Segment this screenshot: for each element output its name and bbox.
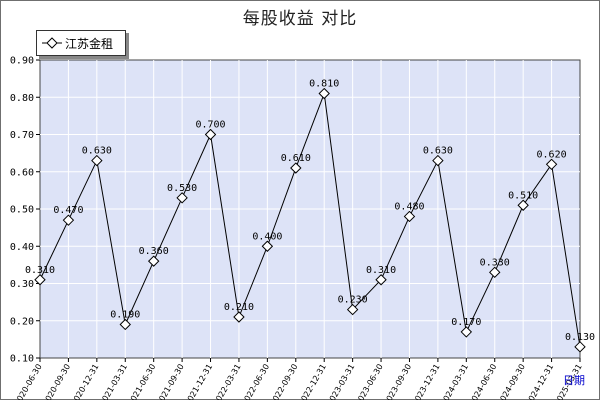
legend: 江苏金租 [36, 30, 126, 56]
data-point-marker [62, 214, 75, 226]
data-point-marker [574, 341, 586, 353]
data-point-marker [517, 199, 529, 211]
data-point-marker [91, 154, 103, 167]
data-point-marker [375, 274, 387, 286]
data-point-marker [34, 274, 46, 286]
chart-title: 每股收益 对比 [242, 9, 358, 29]
data-label: 0.190 [110, 309, 140, 320]
data-label: 0.230 [338, 295, 368, 306]
data-label: 0.470 [53, 205, 83, 216]
data-label: 0.330 [480, 257, 510, 268]
legend-label: 江苏金租 [65, 36, 114, 51]
x-tick-label: 2021-12-31 [183, 363, 214, 400]
y-tick-label: 0.70 [10, 130, 34, 141]
x-tick-label: 2020-09-30 [41, 363, 72, 400]
x-tick-label: 2020-12-31 [70, 363, 101, 400]
x-tick-label: 2021-03-31 [98, 363, 129, 400]
x-tick-label: 2024-03-31 [439, 363, 470, 400]
data-point-marker [119, 318, 131, 331]
data-label: 0.610 [281, 153, 311, 164]
data-label: 0.700 [195, 120, 225, 131]
y-tick-label: 0.10 [10, 354, 34, 365]
data-label: 0.310 [366, 265, 396, 276]
data-point-marker [147, 255, 160, 267]
y-tick-label: 0.60 [10, 167, 34, 178]
x-tick-label: 2023-09-30 [382, 363, 413, 400]
series-line [39, 93, 581, 347]
y-tick-label: 0.20 [10, 316, 34, 327]
data-label: 0.130 [565, 332, 595, 343]
data-label: 0.620 [537, 149, 567, 160]
x-tick-label: 2023-06-30 [354, 363, 385, 400]
data-label: 0.630 [423, 146, 453, 157]
data-point-marker [545, 158, 558, 171]
y-tick-label: 0.50 [10, 205, 34, 216]
data-label: 0.530 [167, 183, 197, 194]
data-point-marker [403, 210, 416, 223]
x-tick-label: 2024-12-31 [524, 363, 555, 400]
data-label: 0.360 [139, 246, 169, 257]
data-label: 0.510 [508, 190, 538, 201]
data-point-marker [204, 128, 217, 141]
data-point-marker [346, 303, 359, 316]
y-tick-label: 0.40 [10, 242, 34, 253]
x-tick-label: 2022-12-31 [297, 363, 328, 400]
data-point-marker [460, 326, 473, 338]
x-tick-label: 2023-12-31 [411, 363, 442, 400]
data-label: 0.400 [252, 231, 282, 242]
x-tick-label: 2024-06-30 [467, 362, 498, 400]
legend-marker-icon [42, 37, 62, 49]
x-tick-label: 2021-09-30 [155, 363, 186, 400]
data-point-marker [261, 240, 274, 252]
data-label: 0.210 [224, 302, 254, 313]
data-label: 0.310 [25, 265, 55, 276]
x-tick-label: 2022-09-30 [268, 363, 299, 400]
y-tick-label: 0.30 [10, 279, 34, 290]
y-tick-label: 0.90 [10, 56, 34, 67]
data-point-marker [176, 192, 188, 204]
data-label: 0.630 [82, 146, 112, 157]
data-point-marker [290, 162, 302, 174]
data-point-marker [233, 311, 245, 323]
x-axis-unit-label: 日期 [563, 374, 585, 387]
data-label: 0.480 [394, 201, 424, 212]
data-label: 0.170 [451, 317, 481, 328]
data-point-marker [489, 266, 501, 279]
x-tick-label: 2022-06-30 [240, 363, 271, 400]
x-tick-label: 2022-03-31 [212, 363, 243, 400]
data-label: 0.810 [309, 79, 339, 90]
x-tick-label: 2023-03-31 [325, 363, 356, 400]
x-tick-label: 2021-06-30 [126, 363, 157, 400]
x-tick-label: 2020-06-30 [13, 363, 44, 400]
y-tick-label: 0.80 [10, 93, 34, 104]
x-tick-label: 2024-09-30 [496, 363, 527, 400]
data-point-marker [432, 154, 444, 167]
data-point-marker [318, 87, 330, 100]
